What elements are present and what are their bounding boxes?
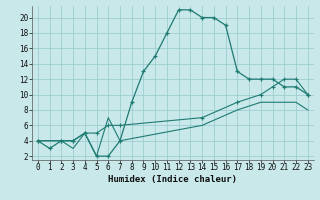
X-axis label: Humidex (Indice chaleur): Humidex (Indice chaleur)	[108, 175, 237, 184]
